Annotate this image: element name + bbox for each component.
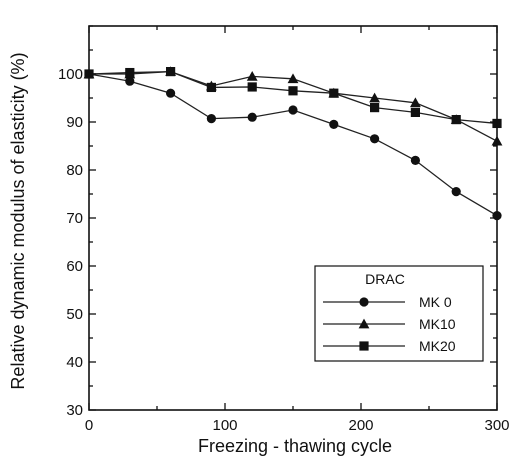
x-axis-label: Freezing - thawing cycle <box>198 436 392 456</box>
legend-label: MK10 <box>419 316 456 332</box>
data-point-square <box>247 82 257 92</box>
data-point-square <box>329 88 339 98</box>
data-point-square <box>370 103 380 113</box>
data-point-square <box>288 86 298 96</box>
y-tick-label: 80 <box>66 162 83 179</box>
data-point-square <box>166 67 176 77</box>
x-tick-label: 200 <box>348 417 373 434</box>
legend-label: MK 0 <box>419 294 452 310</box>
x-tick-label: 100 <box>212 417 237 434</box>
data-point-triangle <box>246 71 258 81</box>
data-point-square <box>125 67 135 78</box>
data-point-circle <box>329 119 339 129</box>
x-tick-label: 0 <box>85 417 93 434</box>
data-point-triangle <box>410 97 421 108</box>
data-point-square <box>410 107 420 117</box>
legend-label: MK20 <box>419 338 456 354</box>
legend-marker-triangle <box>358 318 370 329</box>
y-tick-label: 70 <box>66 210 83 227</box>
data-point-circle <box>410 155 420 165</box>
data-point-circle <box>288 105 298 115</box>
data-point-square <box>451 115 461 125</box>
y-axis-label: Relative dynamic modulus of elasticity (… <box>8 52 28 389</box>
axis-layer: 0 100 200 300 30 40 50 60 70 80 90 100 <box>58 25 510 434</box>
legend-marker-square <box>359 341 369 351</box>
legend-box <box>314 265 484 362</box>
data-point-circle <box>370 134 380 144</box>
data-point-circle <box>206 114 216 124</box>
plot-layer <box>83 66 503 221</box>
y-tick-label: 60 <box>66 258 83 275</box>
y-tick-label: 100 <box>58 66 83 83</box>
data-point-triangle <box>369 92 380 103</box>
series-circle <box>84 69 502 221</box>
y-tick-label: 90 <box>66 114 83 131</box>
data-point-triangle <box>287 73 299 84</box>
y-tick-label: 30 <box>66 402 83 419</box>
legend-marker-circle <box>359 297 369 307</box>
data-point-square <box>206 82 216 93</box>
legend-title: DRAC <box>365 271 405 287</box>
data-point-circle <box>166 88 176 98</box>
data-point-circle <box>247 112 257 122</box>
x-tick-label: 300 <box>484 417 509 434</box>
data-point-circle <box>451 187 461 197</box>
y-tick-label: 50 <box>66 306 83 323</box>
data-point-circle <box>125 76 135 86</box>
y-tick-label: 40 <box>66 354 83 371</box>
legend: DRAC MK 0 MK10 MK20 <box>314 265 484 362</box>
